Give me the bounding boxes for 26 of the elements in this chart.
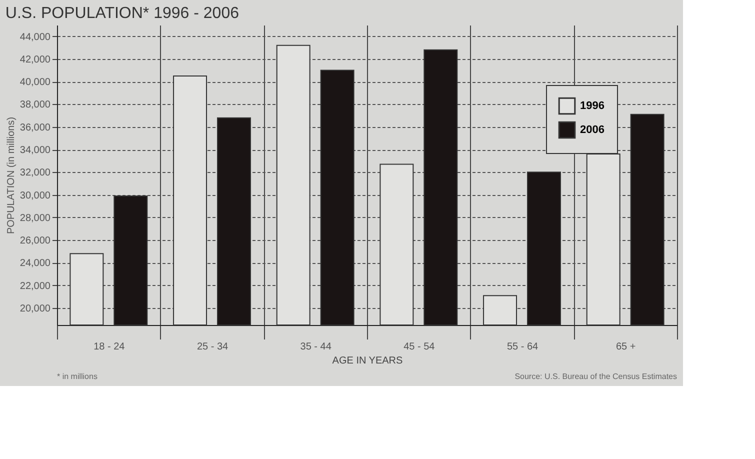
y-tick-label: 30,000 <box>20 190 51 202</box>
x-tick-label: 18 - 24 <box>94 342 126 352</box>
source-note: Source: U.S. Bureau of the Census Estimates <box>514 372 677 381</box>
y-tick-label: 20,000 <box>20 304 51 315</box>
y-tick-label: 34,000 <box>20 145 51 156</box>
x-tick-label: 35 - 44 <box>300 342 332 352</box>
legend-label: 1996 <box>580 100 604 112</box>
y-tick-label: 32,000 <box>20 168 51 179</box>
y-tick-label: 28,000 <box>20 212 51 224</box>
x-tick-label: 55 - 64 <box>506 342 538 352</box>
y-axis-title: POPULATION (in millions) <box>6 116 17 234</box>
y-tick-label: 22,000 <box>20 280 51 292</box>
legend-label: 2006 <box>580 124 604 136</box>
y-tick-label: 42,000 <box>20 54 51 66</box>
text: * in millions <box>57 372 98 381</box>
y-tick-label: 44,000 <box>20 32 51 43</box>
y-tick-label: 24,000 <box>20 258 51 270</box>
y-tick-label: 36,000 <box>20 122 51 134</box>
y-tick-label: 26,000 <box>20 236 51 247</box>
x-tick-label: 25 - 34 <box>196 342 228 352</box>
y-tick-label: 40,000 <box>20 77 51 88</box>
x-axis-title: AGE IN YEARS <box>332 356 404 366</box>
x-tick-label: 65 + <box>616 342 636 352</box>
chart-title: U.S. POPULATION* 1996 - 2006 <box>5 5 240 22</box>
x-tick-label: 45 - 54 <box>404 342 436 352</box>
y-tick-label: 38,000 <box>20 100 51 111</box>
